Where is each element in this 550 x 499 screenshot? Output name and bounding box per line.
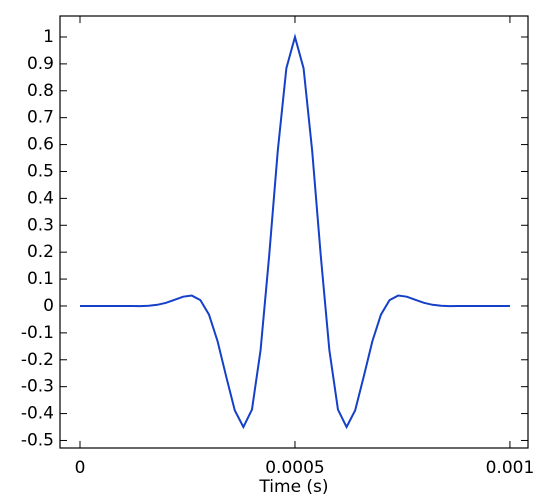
- data-line: [79, 33, 510, 430]
- y-tick-label: 0.9: [27, 54, 54, 74]
- plot-frame: [59, 15, 529, 449]
- x-tick-label: 0.001: [486, 458, 535, 478]
- y-tick-label: -0.5: [21, 430, 54, 450]
- y-tick-label: 0.7: [27, 108, 54, 128]
- y-tick-label: 0.8: [27, 81, 54, 101]
- y-tick-label: 1: [43, 27, 54, 47]
- x-axis-label: Time (s): [258, 477, 328, 497]
- y-tick-label: 0: [43, 296, 54, 316]
- y-tick-label: -0.3: [21, 377, 54, 397]
- x-tick-label: 0: [75, 458, 86, 478]
- y-tick-label: -0.2: [21, 350, 54, 370]
- y-tick-label: 0.6: [27, 135, 54, 155]
- y-tick-label: 0.4: [27, 188, 54, 208]
- x-tick-label: 0.0005: [265, 458, 324, 478]
- y-tick-label: 0.5: [27, 161, 54, 181]
- y-tick-label: 0.1: [27, 269, 54, 289]
- y-tick-label: 0.2: [27, 242, 54, 262]
- y-tick-label: -0.1: [21, 323, 54, 343]
- y-tick-label: 0.3: [27, 215, 54, 235]
- y-tick-label: -0.4: [21, 404, 54, 424]
